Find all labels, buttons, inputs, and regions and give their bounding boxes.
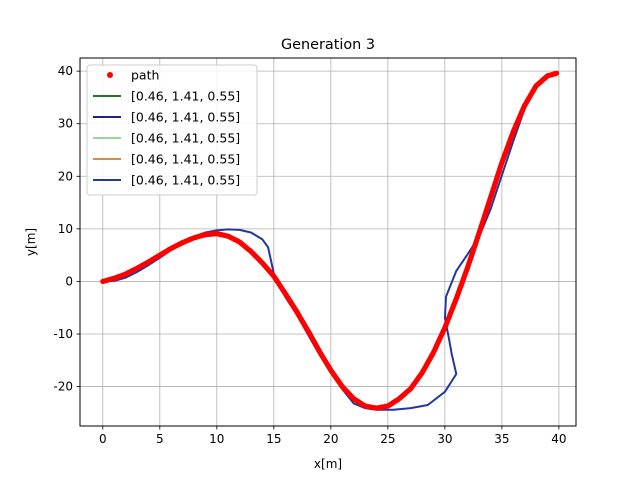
legend-label: path: [131, 68, 159, 83]
x-tick-label: 15: [266, 432, 281, 446]
x-tick-label: 10: [209, 432, 224, 446]
path-layer: [100, 70, 560, 411]
legend-entry: path: [107, 68, 159, 83]
x-axis: 0 5 10 15 20 25 30 35 40: [99, 426, 567, 446]
grid: [80, 58, 576, 426]
y-tick-label: 10: [58, 222, 73, 236]
y-tick-label: 0: [65, 274, 73, 288]
x-tick-label: 30: [437, 432, 452, 446]
legend-label: [0.46, 1.41, 0.55]: [131, 152, 240, 167]
legend-entry: [0.46, 1.41, 0.55]: [93, 89, 240, 104]
legend-entry: [0.46, 1.41, 0.55]: [93, 173, 240, 188]
y-tick-label: 30: [58, 117, 73, 131]
legend-label: [0.46, 1.41, 0.55]: [131, 173, 240, 188]
path-point: [554, 70, 560, 76]
y-tick-label: 40: [58, 64, 73, 78]
legend-box: [86, 64, 258, 196]
y-tick-label: 20: [58, 169, 73, 183]
x-tick-label: 25: [380, 432, 395, 446]
legend-marker: [107, 72, 113, 78]
x-tick-label: 40: [551, 432, 566, 446]
x-tick-label: 5: [156, 432, 164, 446]
legend-label: [0.46, 1.41, 0.55]: [131, 110, 240, 125]
x-tick-label: 35: [494, 432, 509, 446]
y-axis: -20 -10 0 10 20 30 40: [53, 64, 80, 394]
y-axis-label: y[m]: [24, 228, 38, 256]
legend-entry: [0.46, 1.41, 0.55]: [93, 152, 240, 167]
y-tick-label: -20: [53, 380, 73, 394]
x-tick-label: 20: [323, 432, 338, 446]
x-axis-label: x[m]: [314, 457, 342, 471]
legend-entry: [0.46, 1.41, 0.55]: [93, 131, 240, 146]
legend: path [0.46, 1.41, 0.55] [0.46, 1.41, 0.55]…: [86, 64, 258, 196]
legend-entry: [0.46, 1.41, 0.55]: [93, 110, 240, 125]
x-tick-label: 0: [99, 432, 107, 446]
legend-label: [0.46, 1.41, 0.55]: [131, 89, 240, 104]
y-tick-label: -10: [53, 327, 73, 341]
plot-frame: [79, 57, 577, 427]
legend-label: [0.46, 1.41, 0.55]: [131, 131, 240, 146]
chart-title: Generation 3: [281, 37, 375, 53]
